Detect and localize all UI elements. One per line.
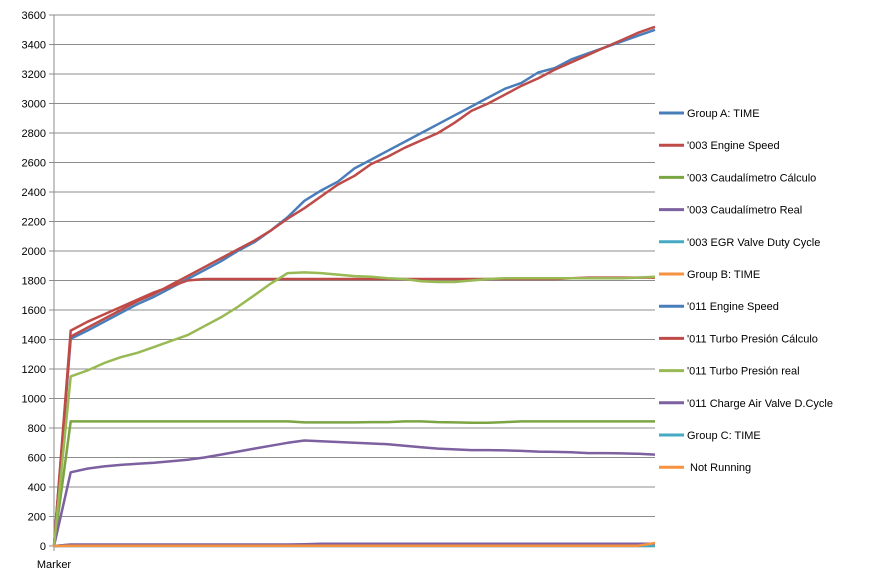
- y-tick-label: 1800: [22, 276, 46, 288]
- y-tick-label: 1000: [22, 394, 46, 406]
- y-tick-label: 800: [28, 423, 46, 435]
- legend-entry: '011 Charge Air Valve D.Cycle: [659, 398, 833, 410]
- legend: Group A: TIME '003 Engine Speed '003 Cauda…: [659, 108, 833, 474]
- y-tick-label: 3400: [22, 40, 46, 52]
- legend-label: Group C: TIME: [687, 430, 761, 442]
- y-tick-label: 3000: [22, 99, 46, 111]
- x-axis-tick-label: Marker: [37, 559, 72, 571]
- legend-label: Group B: TIME: [687, 269, 760, 281]
- legend-entry: Group C: TIME: [659, 430, 761, 442]
- y-tick-label: 200: [28, 512, 46, 524]
- legend-entry: '003 Caudalímetro Real: [659, 205, 802, 217]
- series-line-7: [52, 276, 655, 547]
- y-tick-label: 3200: [22, 69, 46, 81]
- series-line-1: [52, 25, 656, 547]
- legend-label: '011 Engine Speed: [687, 301, 779, 313]
- legend-entry: '011 Turbo Presión real: [659, 366, 800, 378]
- y-tick-label: 400: [28, 482, 46, 494]
- axes: [53, 15, 655, 551]
- legend-label: '003 Engine Speed: [687, 140, 780, 152]
- series-line-8: [52, 271, 656, 547]
- legend-entry: '003 Caudalímetro Cálculo: [659, 172, 816, 184]
- y-tick-label: 1400: [22, 335, 46, 347]
- legend-entry: '011 Engine Speed: [659, 301, 779, 313]
- legend-entry: '011 Turbo Presión Cálculo: [659, 333, 818, 345]
- series-line-2: [52, 420, 655, 547]
- y-tick-label: 2200: [22, 217, 46, 229]
- legend-entry: Not Running: [659, 462, 751, 474]
- legend-label: '011 Turbo Presión Cálculo: [687, 333, 818, 345]
- legend-label: '003 Caudalímetro Real: [687, 205, 802, 217]
- series-line-11: [53, 541, 656, 548]
- legend-label: Group A: TIME: [687, 108, 760, 120]
- legend-label: '003 EGR Valve Duty Cycle: [687, 237, 820, 249]
- legend-entry: Group A: TIME: [659, 108, 760, 120]
- y-tick-label: 3600: [22, 10, 46, 22]
- legend-entry: '003 Engine Speed: [659, 140, 780, 152]
- gridlines: [49, 14, 655, 547]
- legend-entry: '003 EGR Valve Duty Cycle: [659, 237, 820, 249]
- y-tick-label: 2000: [22, 246, 46, 258]
- y-tick-label: 2800: [22, 128, 46, 140]
- y-tick-label: 1200: [22, 364, 46, 376]
- series-line-3: [52, 439, 656, 547]
- y-tick-label: 2400: [22, 187, 46, 199]
- series-lines: [52, 25, 656, 548]
- y-tick-label: 600: [28, 453, 46, 465]
- y-tick-label: 2600: [22, 158, 46, 170]
- legend-label: '011 Charge Air Valve D.Cycle: [687, 398, 833, 410]
- legend-label: '003 Caudalímetro Cálculo: [687, 172, 816, 184]
- legend-entry: Group B: TIME: [659, 269, 760, 281]
- y-tick-label: 0: [40, 541, 46, 553]
- y-axis-tick-labels: 0 200 400 600 800 1000 1200 1400 1600 1800 2000 220…: [22, 10, 46, 553]
- y-tick-label: 1600: [22, 305, 46, 317]
- legend-label: '011 Turbo Presión real: [687, 366, 800, 378]
- series-line-0: [52, 28, 656, 547]
- legend-label: Not Running: [690, 462, 751, 474]
